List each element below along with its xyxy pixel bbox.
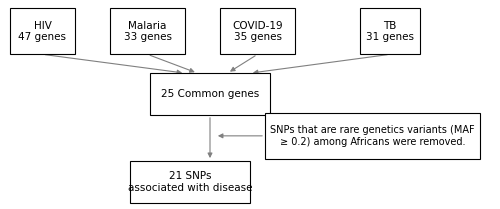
- Text: 25 Common genes: 25 Common genes: [161, 89, 259, 99]
- FancyBboxPatch shape: [360, 8, 420, 54]
- FancyBboxPatch shape: [130, 161, 250, 203]
- Text: SNPs that are rare genetics variants (MAF
≥ 0.2) among Africans were removed.: SNPs that are rare genetics variants (MA…: [270, 125, 475, 147]
- Text: 21 SNPs
associated with disease: 21 SNPs associated with disease: [128, 171, 252, 193]
- FancyBboxPatch shape: [220, 8, 295, 54]
- FancyBboxPatch shape: [10, 8, 75, 54]
- Text: Malaria
33 genes: Malaria 33 genes: [124, 20, 172, 42]
- FancyBboxPatch shape: [110, 8, 185, 54]
- Text: TB
31 genes: TB 31 genes: [366, 20, 414, 42]
- FancyBboxPatch shape: [150, 73, 270, 115]
- FancyBboxPatch shape: [265, 113, 480, 159]
- Text: HIV
47 genes: HIV 47 genes: [18, 20, 66, 42]
- Text: COVID-19
35 genes: COVID-19 35 genes: [232, 20, 283, 42]
